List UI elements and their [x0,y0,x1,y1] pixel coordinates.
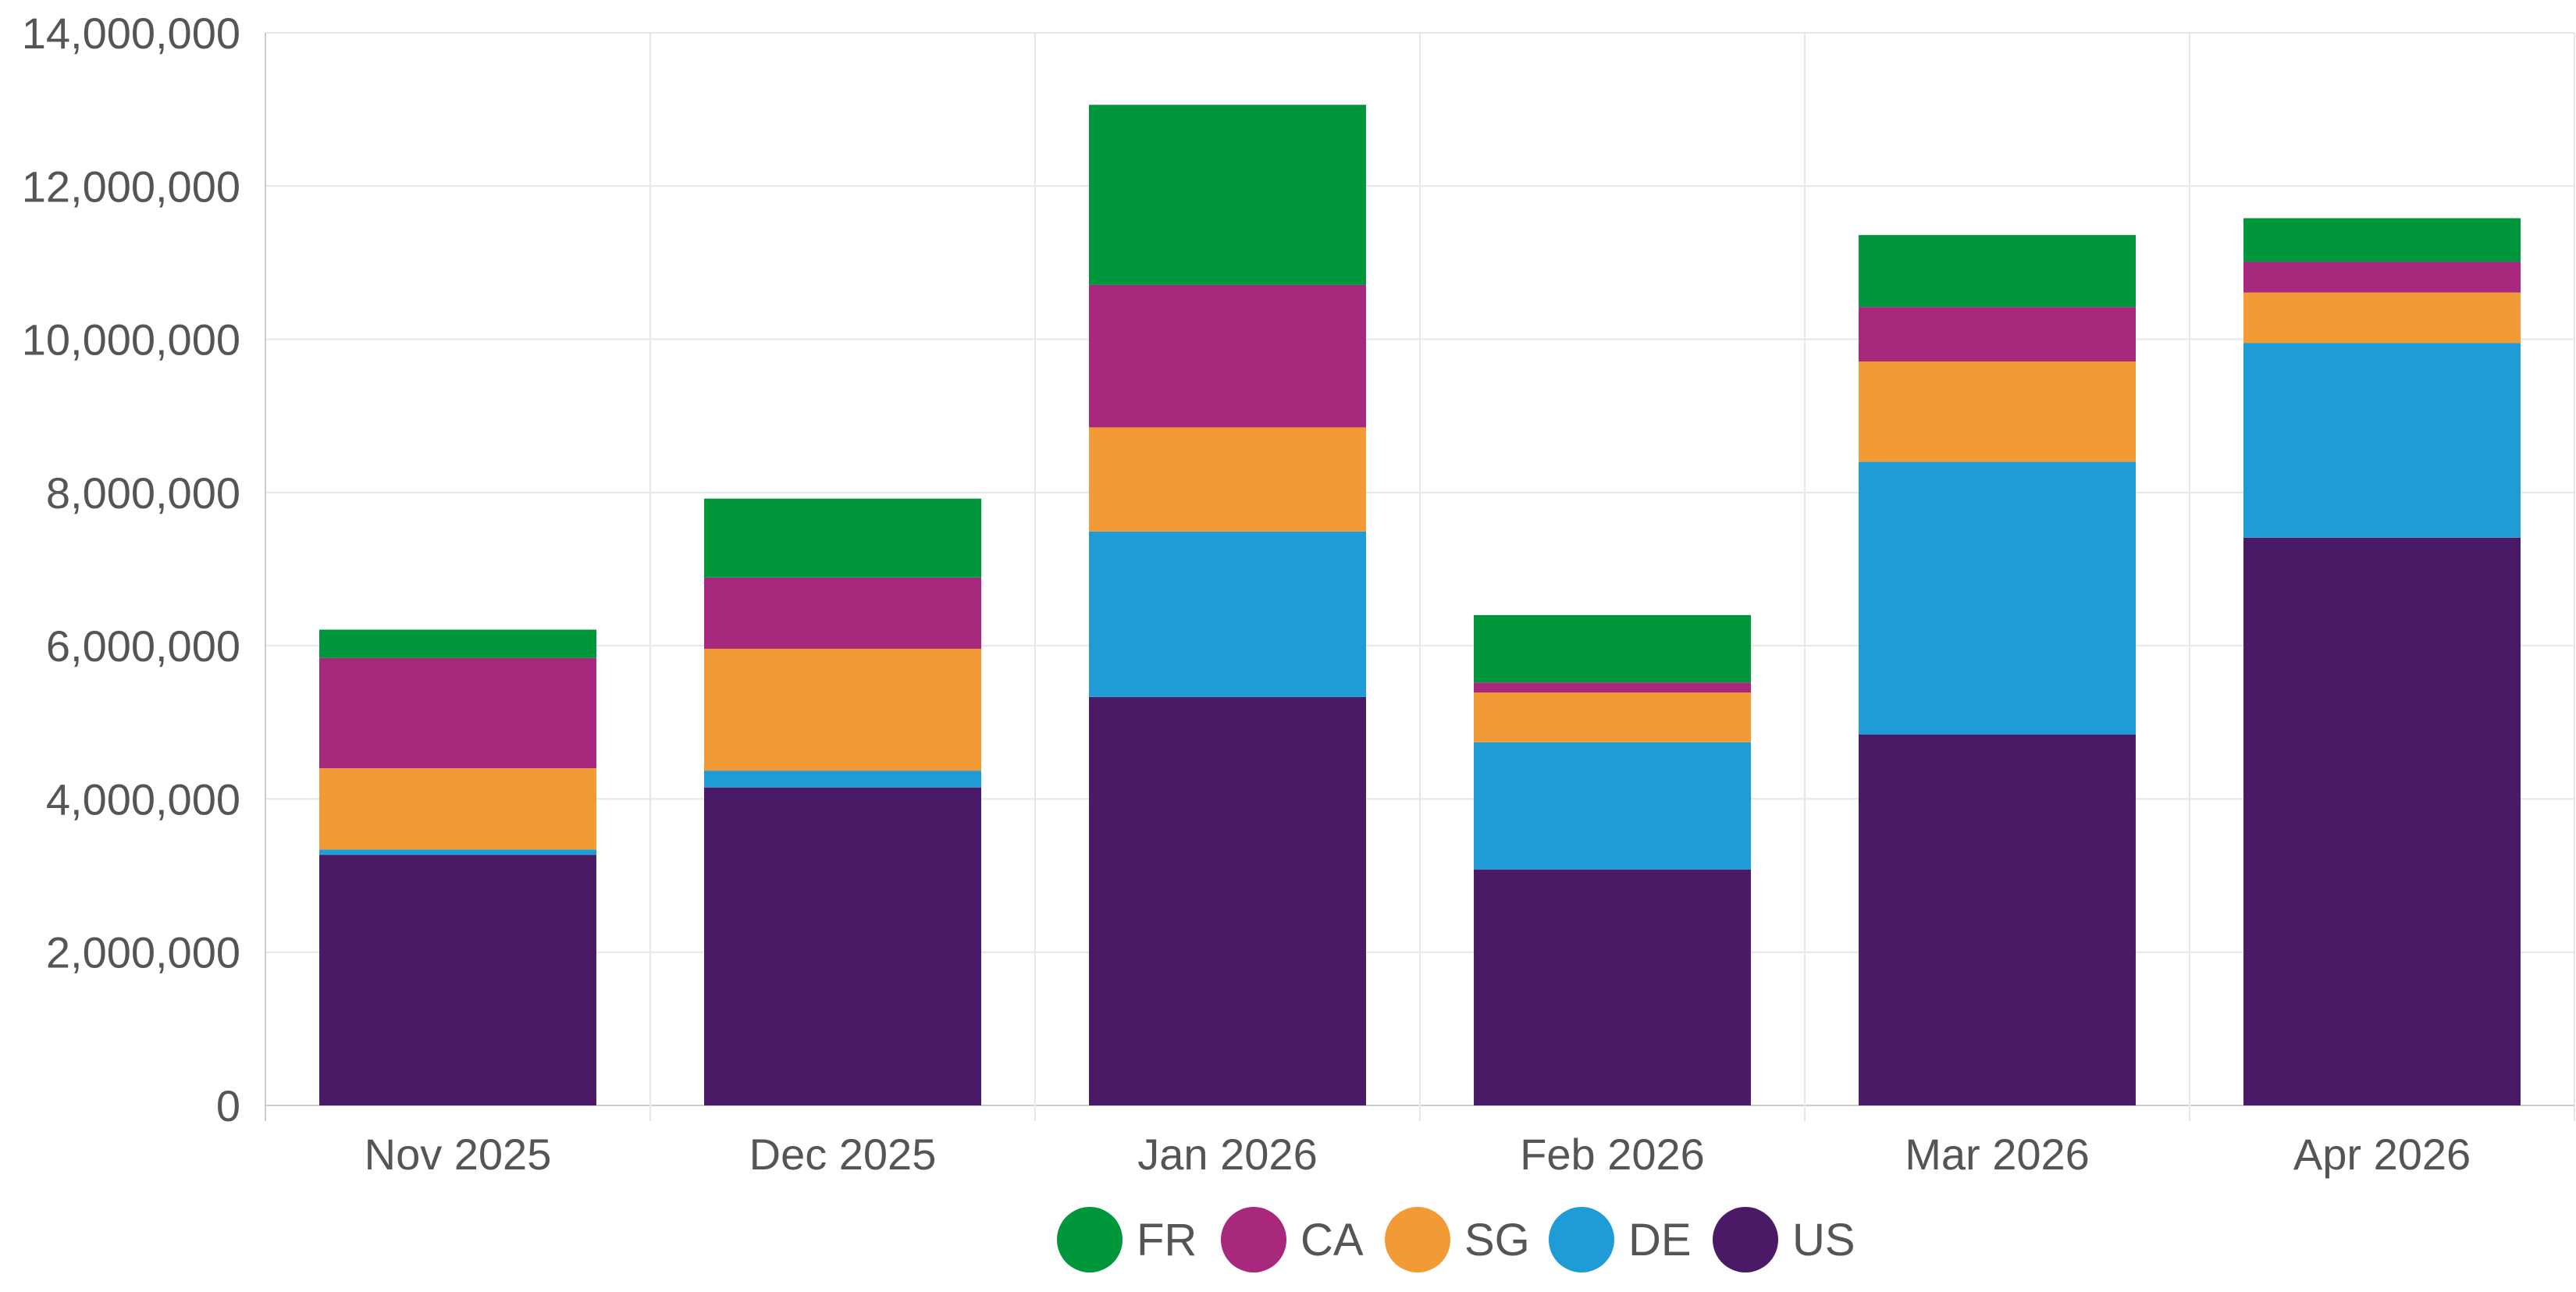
legend-item-ca[interactable]: CA [1221,1207,1364,1272]
legend-swatch-ca [1221,1207,1286,1272]
x-tick-label: Dec 2025 [749,1130,937,1179]
x-tick-label: Nov 2025 [365,1130,552,1179]
x-tick-label: Jan 2026 [1137,1130,1317,1179]
y-tick-label: 12,000,000 [22,162,240,211]
y-tick-label: 4,000,000 [46,774,240,824]
bar-segment-us-3[interactable] [1474,869,1751,1105]
bar-segment-sg-0[interactable] [319,768,596,850]
bars-layer [319,105,2521,1105]
bar-segment-ca-1[interactable] [704,577,981,650]
legend-item-us[interactable]: US [1713,1207,1856,1272]
bar-segment-sg-1[interactable] [704,649,981,771]
bar-segment-fr-0[interactable] [319,629,596,658]
bar-segment-ca-5[interactable] [2243,262,2521,293]
bar-segment-ca-3[interactable] [1474,682,1751,693]
y-tick-label: 8,000,000 [46,468,240,518]
bar-segment-us-2[interactable] [1089,696,1366,1105]
bar-segment-ca-4[interactable] [1859,307,2136,362]
legend-label-ca: CA [1300,1215,1364,1265]
bar-segment-sg-3[interactable] [1474,692,1751,742]
bar-segment-de-1[interactable] [704,771,981,788]
bar-segment-de-0[interactable] [319,849,596,856]
bar-segment-de-2[interactable] [1089,531,1366,697]
x-tick-label: Feb 2026 [1520,1130,1705,1179]
y-tick-label: 6,000,000 [46,621,240,671]
legend: FR CA SG DE US [1057,1207,1856,1272]
bar-segment-us-0[interactable] [319,855,596,1105]
bar-segment-fr-1[interactable] [704,498,981,578]
axis-layer: 0 2,000,000 4,000,000 6,000,000 8,000,000 10,… [22,9,2471,1179]
bar-segment-us-1[interactable] [704,787,981,1105]
bar-segment-sg-4[interactable] [1859,361,2136,462]
grid-layer [265,32,2575,1121]
y-tick-label: 2,000,000 [46,928,240,977]
y-tick-label: 10,000,000 [22,315,240,365]
legend-swatch-us [1713,1207,1778,1272]
bar-segment-de-5[interactable] [2243,343,2521,538]
bar-segment-sg-5[interactable] [2243,292,2521,343]
bar-segment-fr-2[interactable] [1089,105,1366,285]
bar-segment-de-3[interactable] [1474,742,1751,870]
bar-segment-fr-4[interactable] [1859,235,2136,308]
bar-segment-fr-5[interactable] [2243,218,2521,262]
legend-item-fr[interactable]: FR [1057,1207,1197,1272]
legend-label-sg: SG [1464,1215,1530,1265]
bar-segment-us-4[interactable] [1859,734,2136,1105]
bar-segment-us-5[interactable] [2243,537,2521,1105]
y-tick-label: 14,000,000 [22,9,240,58]
x-tick-label: Mar 2026 [1905,1130,2090,1179]
legend-item-sg[interactable]: SG [1385,1207,1530,1272]
bar-segment-ca-2[interactable] [1089,284,1366,428]
legend-swatch-fr [1057,1207,1123,1272]
legend-swatch-sg [1385,1207,1450,1272]
x-tick-label: Apr 2026 [2293,1130,2471,1179]
bar-segment-fr-3[interactable] [1474,614,1751,683]
bar-segment-de-4[interactable] [1859,461,2136,735]
legend-item-de[interactable]: DE [1549,1207,1692,1272]
bar-segment-ca-0[interactable] [319,657,596,769]
legend-swatch-de [1549,1207,1614,1272]
y-tick-label: 0 [216,1081,240,1130]
legend-label-fr: FR [1137,1215,1197,1265]
legend-label-de: DE [1628,1215,1692,1265]
bar-segment-sg-2[interactable] [1089,427,1366,532]
legend-label-us: US [1792,1215,1856,1265]
